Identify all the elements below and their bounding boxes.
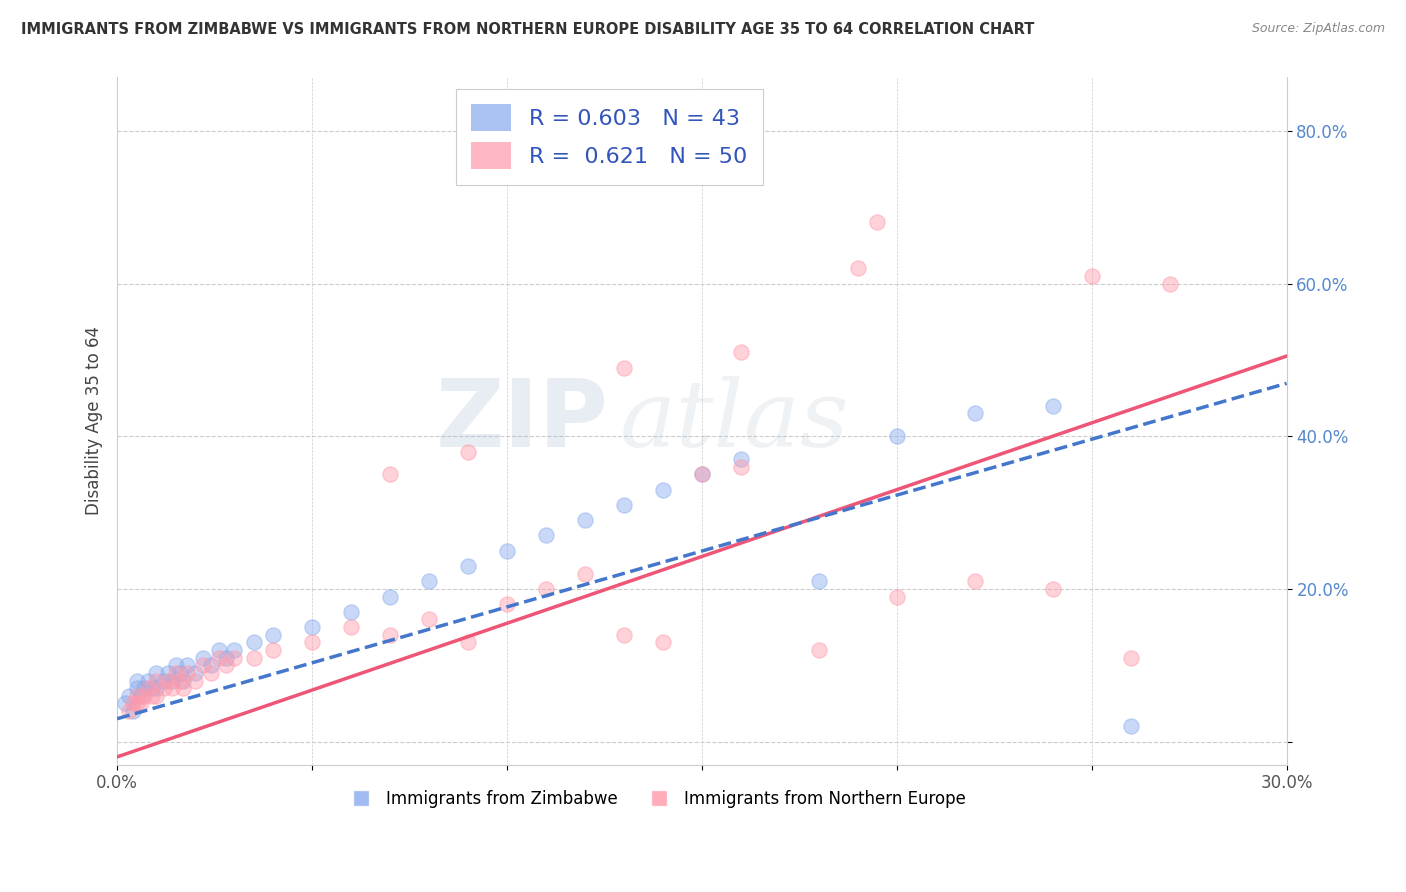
Point xyxy=(215,658,238,673)
Point xyxy=(138,681,160,695)
Point xyxy=(534,582,557,596)
Point xyxy=(184,665,207,680)
Point xyxy=(340,620,363,634)
Point xyxy=(153,681,176,695)
Point xyxy=(224,650,246,665)
Point xyxy=(207,643,229,657)
Point xyxy=(963,574,986,589)
Point xyxy=(207,650,229,665)
Point xyxy=(963,406,986,420)
Point xyxy=(1042,582,1064,596)
Point xyxy=(574,566,596,581)
Point xyxy=(730,452,752,467)
Point xyxy=(457,635,479,649)
Point xyxy=(418,612,440,626)
Point xyxy=(1080,268,1102,283)
Point xyxy=(121,704,143,718)
Point xyxy=(129,689,152,703)
Text: Source: ZipAtlas.com: Source: ZipAtlas.com xyxy=(1251,22,1385,36)
Point xyxy=(1119,719,1142,733)
Point xyxy=(141,681,163,695)
Point xyxy=(172,673,194,688)
Point xyxy=(215,650,238,665)
Point xyxy=(340,605,363,619)
Point xyxy=(1159,277,1181,291)
Point xyxy=(125,689,148,703)
Point xyxy=(1042,399,1064,413)
Text: ZIP: ZIP xyxy=(436,375,609,467)
Point xyxy=(378,628,401,642)
Point xyxy=(191,650,214,665)
Point xyxy=(262,643,284,657)
Point xyxy=(301,620,323,634)
Point xyxy=(866,215,889,229)
Point xyxy=(1119,650,1142,665)
Point xyxy=(134,681,156,695)
Point xyxy=(574,513,596,527)
Legend: Immigrants from Zimbabwe, Immigrants from Northern Europe: Immigrants from Zimbabwe, Immigrants fro… xyxy=(337,783,973,814)
Point xyxy=(651,635,673,649)
Point xyxy=(138,673,160,688)
Point xyxy=(242,635,264,649)
Point xyxy=(125,673,148,688)
Point xyxy=(378,467,401,482)
Point xyxy=(125,681,148,695)
Point xyxy=(118,689,141,703)
Point xyxy=(457,559,479,574)
Point xyxy=(156,673,179,688)
Point xyxy=(846,261,869,276)
Point xyxy=(690,467,713,482)
Point xyxy=(184,673,207,688)
Point xyxy=(125,697,148,711)
Point xyxy=(224,643,246,657)
Point xyxy=(886,590,908,604)
Point xyxy=(145,681,167,695)
Point xyxy=(121,697,143,711)
Point xyxy=(200,665,222,680)
Point xyxy=(242,650,264,665)
Point xyxy=(160,681,183,695)
Point xyxy=(134,689,156,703)
Point xyxy=(651,483,673,497)
Point xyxy=(114,697,136,711)
Point xyxy=(165,665,187,680)
Point xyxy=(165,658,187,673)
Point xyxy=(690,467,713,482)
Point xyxy=(496,543,519,558)
Point xyxy=(730,345,752,359)
Point xyxy=(496,597,519,611)
Point xyxy=(301,635,323,649)
Y-axis label: Disability Age 35 to 64: Disability Age 35 to 64 xyxy=(86,326,103,516)
Point xyxy=(886,429,908,443)
Point xyxy=(145,673,167,688)
Point xyxy=(534,528,557,542)
Point xyxy=(613,628,636,642)
Point xyxy=(129,697,152,711)
Point xyxy=(262,628,284,642)
Point xyxy=(176,665,198,680)
Point xyxy=(807,574,830,589)
Point xyxy=(613,360,636,375)
Point xyxy=(156,665,179,680)
Point xyxy=(418,574,440,589)
Point xyxy=(141,689,163,703)
Text: IMMIGRANTS FROM ZIMBABWE VS IMMIGRANTS FROM NORTHERN EUROPE DISABILITY AGE 35 TO: IMMIGRANTS FROM ZIMBABWE VS IMMIGRANTS F… xyxy=(21,22,1035,37)
Point xyxy=(730,459,752,474)
Point xyxy=(613,498,636,512)
Point xyxy=(145,689,167,703)
Point xyxy=(145,665,167,680)
Point xyxy=(153,673,176,688)
Point xyxy=(118,704,141,718)
Point xyxy=(191,658,214,673)
Point xyxy=(169,665,191,680)
Text: atlas: atlas xyxy=(620,376,849,466)
Point xyxy=(457,444,479,458)
Point xyxy=(378,590,401,604)
Point xyxy=(169,673,191,688)
Point xyxy=(176,658,198,673)
Point xyxy=(200,658,222,673)
Point xyxy=(160,673,183,688)
Point xyxy=(807,643,830,657)
Point xyxy=(172,681,194,695)
